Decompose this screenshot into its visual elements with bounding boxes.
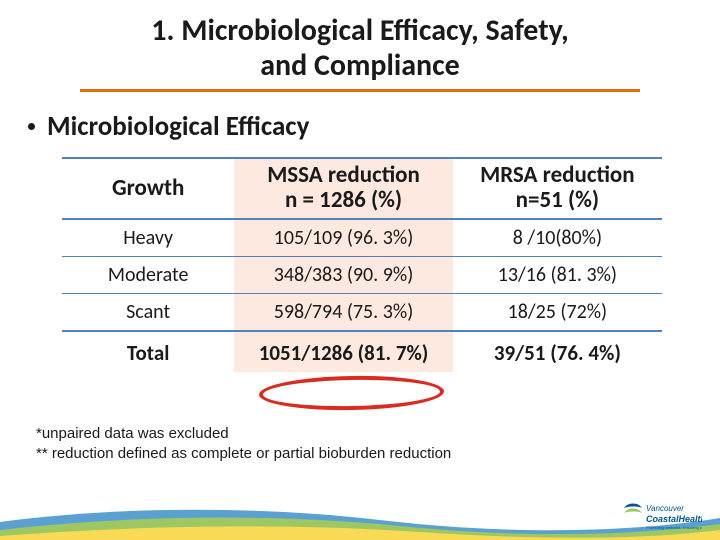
- slide-title: 1. Microbiological Efficacy, Safety, and…: [0, 0, 720, 83]
- th-mrsa-l2: n=51 (%): [516, 186, 599, 214]
- th-mssa: MSSA reduction n = 1286 (%): [234, 158, 452, 219]
- cell-mrsa: 13/16 (81. 3%): [453, 256, 662, 293]
- table-total-row: Total 1051/1286 (81. 7%) 39/51 (76. 4%): [62, 331, 662, 372]
- th-mrsa: MRSA reduction n=51 (%): [453, 158, 662, 219]
- bullet-subheading: Microbiological Efficacy: [28, 110, 720, 143]
- table-row: Heavy 105/109 (96. 3%) 8 /10(80%): [62, 219, 662, 257]
- table-row: Moderate 348/383 (90. 9%) 13/16 (81. 3%): [62, 256, 662, 293]
- footer-waves: [0, 500, 720, 540]
- th-growth: Growth: [62, 158, 234, 219]
- th-mssa-l1: MSSA reduction: [267, 161, 420, 189]
- cell-total-growth: Total: [62, 331, 234, 372]
- cell-growth: Moderate: [62, 256, 234, 293]
- vch-logo: Vancouver CoastalHealth Promoting wellne…: [618, 500, 702, 530]
- cell-mrsa: 8 /10(80%): [453, 219, 662, 257]
- efficacy-table: Growth MSSA reduction n = 1286 (%) MRSA …: [62, 157, 662, 372]
- cell-total-mrsa: 39/51 (76. 4%): [453, 331, 662, 372]
- title-line2: and Compliance: [260, 47, 460, 84]
- table-row: Scant 598/794 (75. 3%) 18/25 (72%): [62, 293, 662, 331]
- cell-growth: Scant: [62, 293, 234, 331]
- title-line1: 1. Microbiological Efficacy, Safety,: [151, 12, 568, 49]
- emphasis-ellipse: [259, 376, 444, 410]
- th-mrsa-l1: MRSA reduction: [480, 161, 635, 189]
- bullet-text: Microbiological Efficacy: [47, 110, 309, 143]
- bullet-dot-icon: [28, 123, 35, 130]
- footnotes: *unpaired data was excluded ** reduction…: [36, 424, 451, 463]
- cell-mssa: 598/794 (75. 3%): [234, 293, 452, 331]
- footnote-1: *unpaired data was excluded: [36, 424, 451, 444]
- th-mssa-l2: n = 1286 (%): [285, 186, 402, 214]
- logo-text-bot: CoastalHealth: [646, 514, 702, 524]
- cell-mrsa: 18/25 (72%): [453, 293, 662, 331]
- cell-mssa: 105/109 (96. 3%): [234, 219, 452, 257]
- title-underline: [80, 89, 640, 92]
- cell-mssa: 348/383 (90. 9%): [234, 256, 452, 293]
- logo-text-top: Vancouver: [646, 504, 684, 513]
- cell-growth: Heavy: [62, 219, 234, 257]
- svg-text:Promoting wellness. Ensuring c: Promoting wellness. Ensuring care.: [646, 525, 702, 530]
- cell-total-mssa: 1051/1286 (81. 7%): [234, 331, 452, 372]
- table-header-row: Growth MSSA reduction n = 1286 (%) MRSA …: [62, 158, 662, 219]
- footnote-2: ** reduction defined as complete or part…: [36, 444, 451, 464]
